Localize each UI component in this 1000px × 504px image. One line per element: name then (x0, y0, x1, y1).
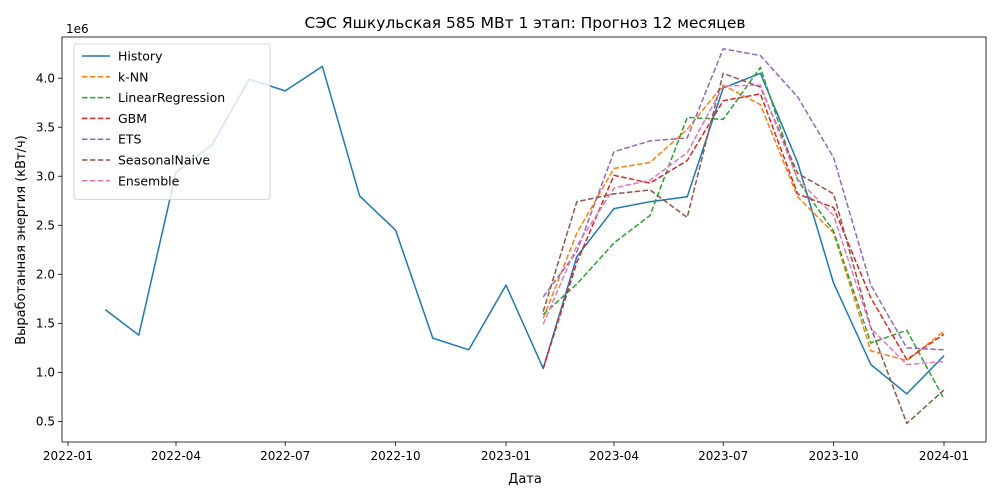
series-group (104, 48, 945, 425)
x-tick-label: 2023-07 (698, 449, 748, 463)
y-tick-label: 2.0 (36, 268, 55, 282)
series-line-linearregression (542, 66, 945, 400)
y-tick-label: 3.0 (36, 170, 55, 184)
y-tick-label: 1.5 (36, 317, 55, 331)
legend-label-k-nn: k-NN (118, 69, 148, 84)
y-axis-label: Выработанная энергия (кВт/ч) (14, 135, 29, 345)
legend: History k-NN LinearRegression GBM ETS Seasona… (73, 43, 271, 201)
legend-label-ets: ETS (118, 132, 142, 147)
legend-label-gbm: GBM (118, 111, 147, 126)
x-tick-label: 2024-01 (919, 449, 969, 463)
series-line-ets (542, 48, 945, 351)
legend-label-linearregression: LinearRegression (118, 90, 225, 105)
axis-ticks: 2022-01 2022-04 2022-07 2022-10 2023-01 2023-… (36, 71, 969, 463)
series-line-ensemble (542, 84, 945, 366)
legend-label-ensemble: Ensemble (118, 173, 180, 188)
chart-title: СЭС Яшкульская 585 МВт 1 этап: Прогноз 1… (305, 14, 746, 32)
legend-label-seasonalnaive: SeasonalNaive (118, 153, 210, 168)
x-tick-label: 2023-01 (481, 449, 531, 463)
x-tick-label: 2023-10 (809, 449, 859, 463)
x-tick-label: 2022-04 (151, 449, 201, 463)
x-tick-label: 2022-10 (371, 449, 421, 463)
x-tick-label: 2023-04 (589, 449, 639, 463)
plot-area (61, 36, 987, 443)
y-tick-label: 0.5 (36, 415, 55, 429)
x-axis-label: Дата (508, 472, 542, 487)
series-line-gbm (542, 93, 945, 369)
y-offset-label: 1e6 (66, 22, 89, 36)
y-tick-label: 1.0 (36, 366, 55, 380)
plot-frame (61, 36, 987, 443)
y-tick-label: 2.5 (36, 219, 55, 233)
y-tick-label: 4.0 (36, 71, 55, 85)
y-tick-label: 3.5 (36, 121, 55, 135)
series-line-seasonalnaive (542, 72, 945, 425)
legend-label-history: History (118, 49, 163, 64)
legend-box (73, 43, 271, 201)
series-line-k-nn (542, 84, 945, 362)
x-tick-label: 2022-07 (260, 449, 310, 463)
x-tick-label: 2022-01 (43, 449, 93, 463)
